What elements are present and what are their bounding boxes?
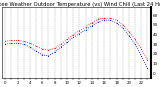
Title: Milwaukee Weather Outdoor Temperature (vs) Wind Chill (Last 24 Hours): Milwaukee Weather Outdoor Temperature (v… [0, 2, 160, 7]
